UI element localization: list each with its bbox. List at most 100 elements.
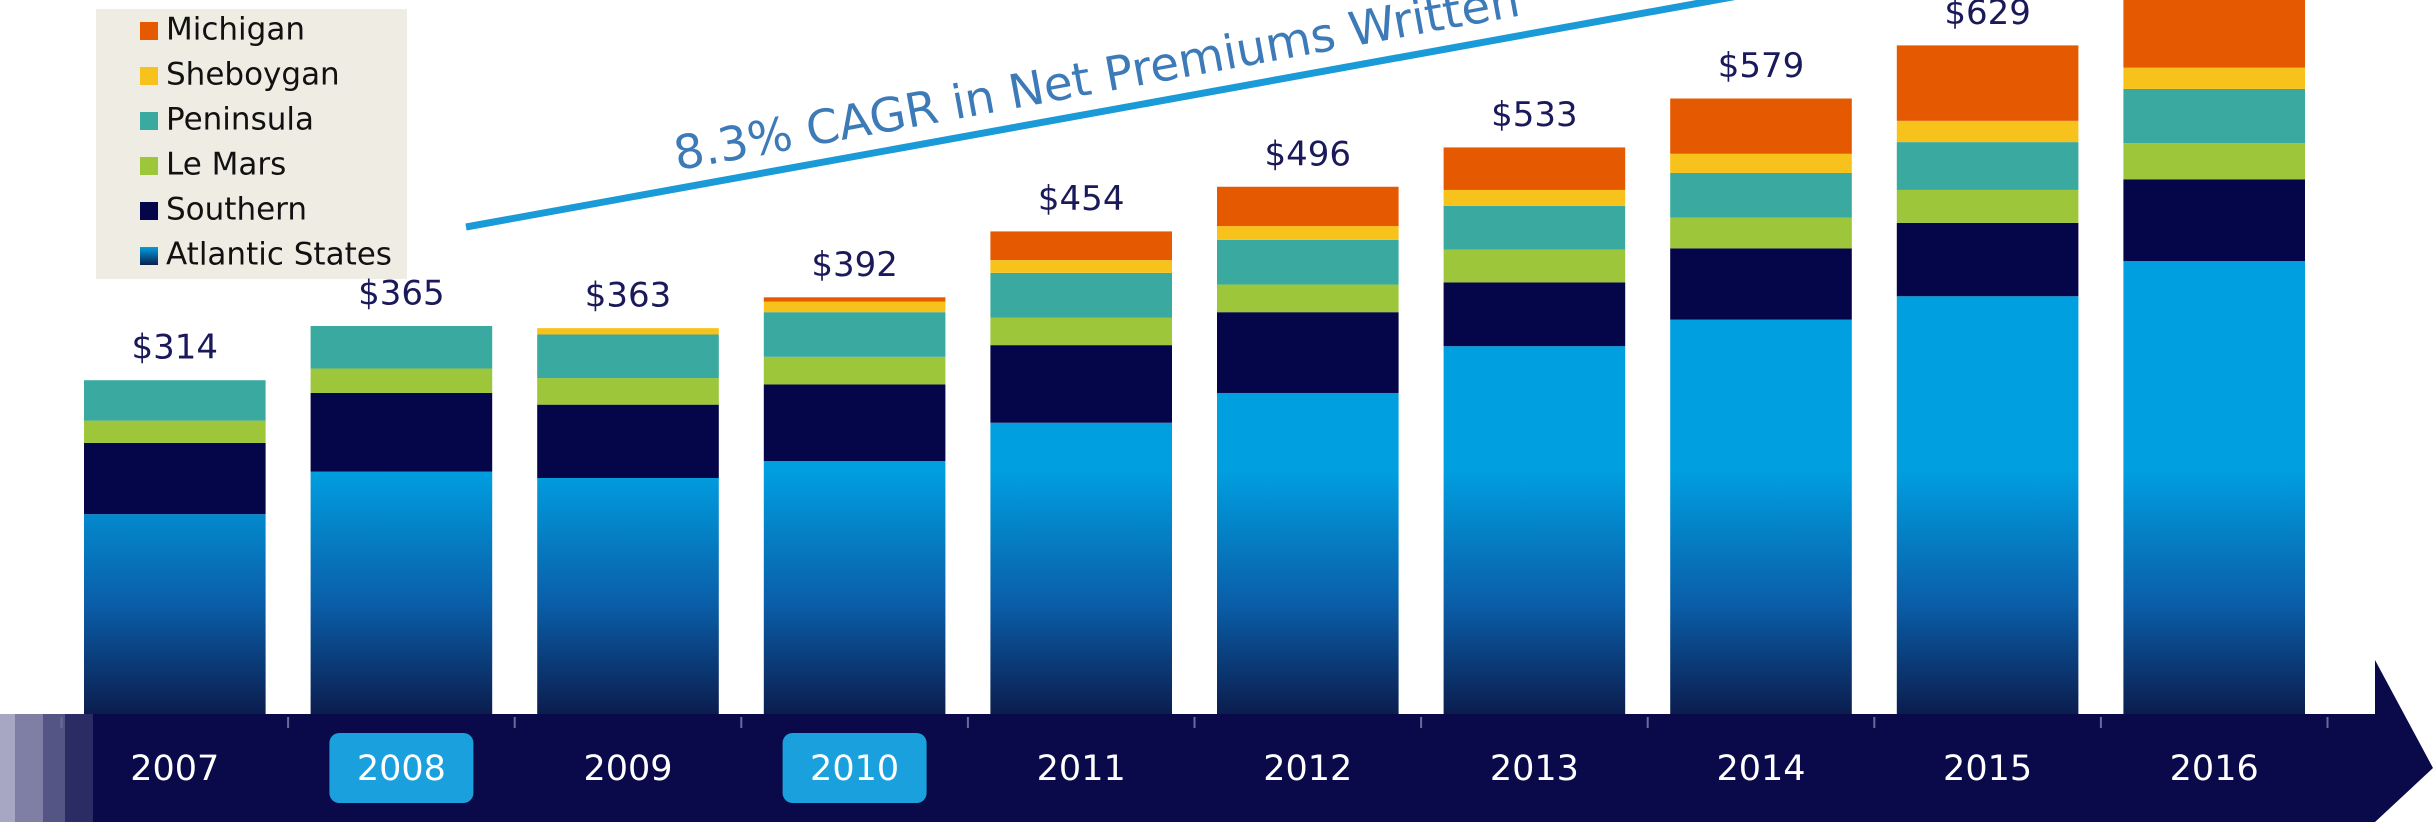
bar-segment	[2123, 143, 2305, 180]
bar-segment	[1217, 239, 1399, 285]
legend-box	[96, 9, 407, 279]
bar-segment	[990, 317, 1172, 346]
bar-segment	[763, 312, 946, 357]
x-tick-label: 2012	[1263, 749, 1352, 789]
total-label: $629	[1944, 0, 2031, 33]
bar-segment	[990, 345, 1172, 423]
bar-segment	[1443, 346, 1626, 714]
legend-label: Atlantic States	[166, 237, 392, 273]
bar-segment	[1670, 319, 1852, 714]
x-tick-label: 2016	[2170, 749, 2259, 789]
bar-segment	[2123, 67, 2305, 89]
timeline-fade	[15, 714, 43, 822]
bar-segment	[2123, 179, 2305, 262]
bar-segment	[310, 368, 493, 393]
bar-segment	[310, 326, 493, 369]
bar-segment	[763, 356, 946, 385]
timeline-fade	[0, 714, 15, 822]
bar-segment	[1217, 186, 1399, 227]
total-label: $454	[1038, 179, 1125, 219]
bar-segment	[84, 420, 266, 443]
total-label: $579	[1718, 46, 1805, 86]
legend-label: Le Mars	[166, 147, 286, 183]
legend-swatch	[140, 247, 158, 265]
timeline-band	[0, 660, 2433, 822]
bar-segment	[2123, 261, 2305, 714]
x-tick-label: 2007	[130, 749, 219, 789]
bar-segment	[1670, 172, 1852, 218]
bar-segment	[1670, 248, 1852, 320]
legend-label: Southern	[166, 192, 307, 228]
bar-segment	[763, 301, 946, 313]
bar-segment	[2123, 0, 2305, 68]
x-tick-label: 2008	[357, 749, 446, 789]
bar-segment	[1217, 392, 1399, 714]
year-highlight	[782, 733, 927, 803]
bar-segment	[310, 471, 493, 714]
x-tick-label: 2015	[1943, 749, 2032, 789]
total-label: $314	[132, 328, 219, 368]
legend-swatch	[140, 157, 158, 175]
total-label: $363	[585, 276, 672, 316]
timeline-fade	[65, 714, 93, 822]
x-tick-label: 2013	[1490, 749, 1579, 789]
x-tick-label: 2010	[810, 749, 899, 789]
bar-segment	[1896, 120, 2079, 143]
x-tick-label: 2011	[1037, 749, 1126, 789]
bar-segment	[537, 378, 719, 405]
bar-segment	[1896, 189, 2079, 223]
legend-label: Michigan	[166, 12, 305, 48]
bar-segment	[310, 392, 493, 472]
bar-segment	[1670, 217, 1852, 249]
bars: $314 $365 $363 $392 $454 $496 $533 $579 $629	[84, 0, 2305, 714]
bar-segment	[2123, 88, 2305, 144]
bar-segment	[1896, 45, 2079, 121]
total-label: $496	[1265, 134, 1352, 174]
bar-segment	[990, 260, 1172, 273]
year-highlight	[329, 733, 474, 803]
legend-label: Peninsula	[166, 102, 314, 138]
bar-segment	[1443, 249, 1626, 283]
bar-segment	[537, 404, 719, 479]
legend-label: Sheboygan	[166, 57, 340, 93]
bar-segment	[1443, 189, 1626, 206]
bar-segment	[763, 384, 946, 462]
bar-segment	[537, 334, 719, 379]
bar-segment	[763, 297, 946, 302]
annotation: 8.3% CAGR in Net Premiums Written	[669, 0, 1523, 182]
timeline	[0, 660, 2433, 822]
bar-segment	[1896, 222, 2079, 297]
bar-segment	[990, 231, 1172, 261]
bar-segment	[1217, 312, 1399, 393]
x-tick-label: 2014	[1716, 749, 1805, 789]
bar-segment	[1443, 205, 1626, 250]
bar-segment	[84, 380, 266, 421]
bar-segment	[1443, 147, 1626, 190]
bar-segment	[1670, 153, 1852, 173]
total-label: $365	[358, 274, 445, 314]
bar-segment	[763, 461, 946, 714]
total-label: $392	[811, 245, 898, 285]
bar-segment	[990, 422, 1172, 714]
bar-segment	[1896, 142, 2079, 190]
legend: Atlantic States Southern Le Mars Peninsula S…	[140, 12, 392, 273]
bar-segment	[1670, 98, 1852, 154]
trend-line	[465, 0, 1736, 231]
bar-segment	[84, 442, 266, 515]
legend-swatch	[140, 67, 158, 85]
legend-swatch	[140, 202, 158, 220]
bar-segment	[537, 328, 719, 335]
bar-segment	[1896, 296, 2079, 714]
timeline-fade	[43, 714, 65, 822]
bar-segment	[1217, 284, 1399, 313]
bar-segment	[1443, 282, 1626, 347]
bar-segment	[1217, 226, 1399, 240]
legend-swatch	[140, 112, 158, 130]
legend-swatch	[140, 22, 158, 40]
bar-segment	[537, 478, 719, 714]
total-label: $533	[1491, 95, 1578, 135]
bar-segment	[990, 272, 1172, 318]
bar-segment	[84, 514, 266, 714]
